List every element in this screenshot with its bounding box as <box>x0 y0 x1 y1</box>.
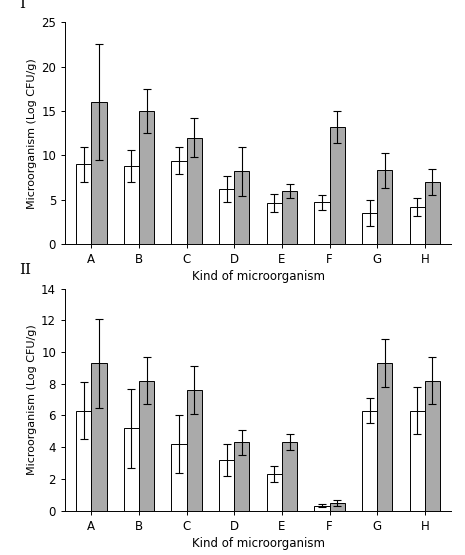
Bar <box>314 506 330 511</box>
Bar <box>377 363 392 511</box>
X-axis label: Kind of microorganism: Kind of microorganism <box>192 537 325 550</box>
Bar <box>425 381 440 511</box>
Bar <box>76 411 91 511</box>
Bar <box>282 442 297 511</box>
Bar <box>139 111 154 244</box>
Bar <box>362 411 377 511</box>
Bar <box>234 171 250 244</box>
Bar <box>91 363 106 511</box>
Bar <box>91 102 106 244</box>
Bar <box>314 203 330 244</box>
Bar <box>377 170 392 244</box>
Bar <box>172 444 186 511</box>
Bar <box>282 191 297 244</box>
Bar <box>266 203 282 244</box>
Bar <box>124 428 139 511</box>
Bar <box>362 213 377 244</box>
Y-axis label: Microorganism (Log CFU/g): Microorganism (Log CFU/g) <box>27 324 37 475</box>
Bar <box>234 442 250 511</box>
Bar <box>76 164 91 244</box>
X-axis label: Kind of microorganism: Kind of microorganism <box>192 270 325 284</box>
Bar <box>330 127 345 244</box>
Bar <box>172 161 186 244</box>
Bar <box>410 207 425 244</box>
Bar <box>219 189 234 244</box>
Bar <box>425 182 440 244</box>
Bar <box>139 381 154 511</box>
Bar <box>410 411 425 511</box>
Bar <box>219 460 234 511</box>
Bar <box>330 503 345 511</box>
Y-axis label: Microorganism (Log CFU/g): Microorganism (Log CFU/g) <box>27 58 37 209</box>
Bar <box>186 390 202 511</box>
Bar <box>266 474 282 511</box>
Text: II: II <box>19 264 31 278</box>
Text: I: I <box>19 0 25 11</box>
Bar <box>124 166 139 244</box>
Bar <box>186 138 202 244</box>
